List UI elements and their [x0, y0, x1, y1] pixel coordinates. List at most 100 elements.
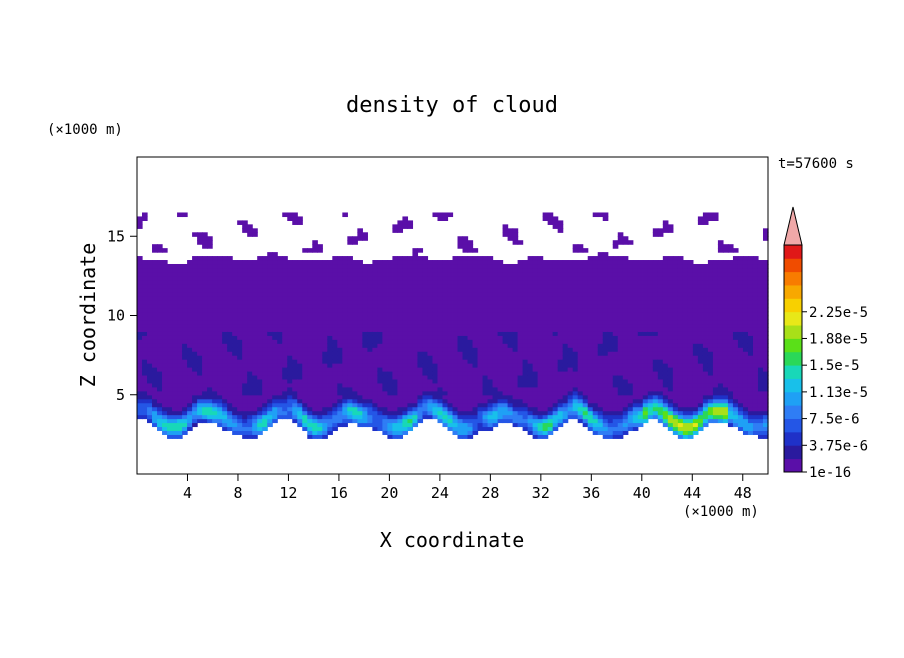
density-cell — [212, 343, 218, 348]
density-cell — [307, 311, 313, 317]
density-cell — [172, 275, 178, 281]
density-cell — [627, 374, 634, 380]
density-cell — [592, 212, 599, 218]
density-cell — [262, 307, 268, 313]
density-cell — [367, 271, 373, 277]
density-cell — [347, 256, 353, 261]
density-cell — [392, 228, 399, 233]
density-cell — [552, 386, 559, 392]
density-cell — [482, 414, 489, 420]
density-cell — [212, 410, 218, 416]
density-cell — [637, 311, 644, 317]
density-cell — [547, 359, 554, 364]
density-cell — [312, 271, 318, 277]
density-cell — [672, 260, 679, 265]
density-cell — [442, 374, 449, 380]
density-cell — [337, 363, 343, 368]
density-cell — [297, 410, 303, 416]
density-cell — [692, 271, 699, 277]
density-cell — [207, 279, 213, 285]
density-cell — [607, 347, 614, 352]
density-cell — [592, 299, 599, 305]
density-cell — [287, 263, 293, 269]
density-cell — [322, 291, 328, 297]
density-cell — [487, 256, 494, 261]
density-cell — [362, 363, 368, 368]
density-cell — [142, 363, 148, 368]
density-cell — [637, 287, 644, 293]
density-cell — [187, 386, 193, 392]
density-cell — [192, 331, 198, 336]
density-cell — [147, 331, 153, 336]
density-cell — [237, 374, 243, 380]
density-cell — [342, 327, 348, 332]
density-cell — [637, 263, 644, 269]
density-cell — [387, 351, 394, 356]
density-cell — [652, 351, 659, 356]
density-cell — [512, 291, 519, 297]
density-cell — [567, 287, 574, 293]
density-cell — [672, 398, 679, 404]
density-cell — [342, 212, 348, 218]
density-cell — [342, 267, 348, 273]
density-cell — [337, 374, 343, 380]
density-cell — [287, 343, 293, 348]
density-cell — [622, 382, 629, 388]
density-cell — [352, 406, 358, 412]
density-cell — [357, 378, 363, 384]
density-cell — [632, 271, 639, 277]
density-cell — [622, 279, 629, 285]
density-cell — [287, 394, 293, 400]
density-cell — [482, 319, 489, 325]
density-cell — [177, 323, 183, 328]
density-cell — [337, 267, 343, 273]
density-cell — [652, 367, 659, 372]
density-cell — [307, 339, 313, 344]
density-cell — [502, 299, 509, 305]
density-cell — [507, 275, 514, 281]
density-cell — [407, 402, 414, 408]
density-cell — [447, 410, 454, 416]
density-cell — [382, 367, 388, 372]
density-cell — [322, 303, 328, 309]
density-cell — [587, 410, 594, 416]
density-cell — [197, 378, 203, 384]
density-cell — [427, 382, 434, 388]
density-cell — [562, 263, 569, 269]
density-cell — [252, 426, 258, 432]
density-cell — [697, 363, 704, 368]
density-cell — [687, 335, 694, 340]
density-cell — [607, 359, 614, 364]
density-cell — [627, 390, 634, 396]
density-cell — [187, 382, 193, 388]
density-cell — [177, 331, 183, 336]
density-cell — [502, 279, 509, 285]
density-cell — [677, 363, 684, 368]
density-cell — [292, 307, 298, 313]
density-cell — [337, 390, 343, 396]
density-cell — [412, 327, 419, 332]
density-cell — [277, 267, 283, 273]
density-cell — [522, 402, 529, 408]
density-cell — [457, 335, 464, 340]
density-cell — [402, 402, 409, 408]
density-cell — [347, 394, 353, 400]
density-cell — [647, 279, 654, 285]
density-cell — [252, 434, 258, 439]
density-cell — [252, 315, 258, 321]
density-cell — [297, 311, 303, 317]
density-cell — [357, 311, 363, 317]
density-cell — [637, 343, 644, 348]
density-cell — [672, 275, 679, 281]
density-cell — [462, 311, 469, 317]
density-cell — [172, 291, 178, 297]
density-cell — [537, 378, 544, 384]
density-cell — [292, 271, 298, 277]
density-cell — [307, 430, 313, 435]
density-cell — [547, 402, 554, 408]
density-cell — [312, 402, 318, 408]
density-cell — [237, 382, 243, 388]
density-cell — [512, 351, 519, 356]
density-cell — [332, 331, 338, 336]
density-cell — [437, 271, 444, 277]
